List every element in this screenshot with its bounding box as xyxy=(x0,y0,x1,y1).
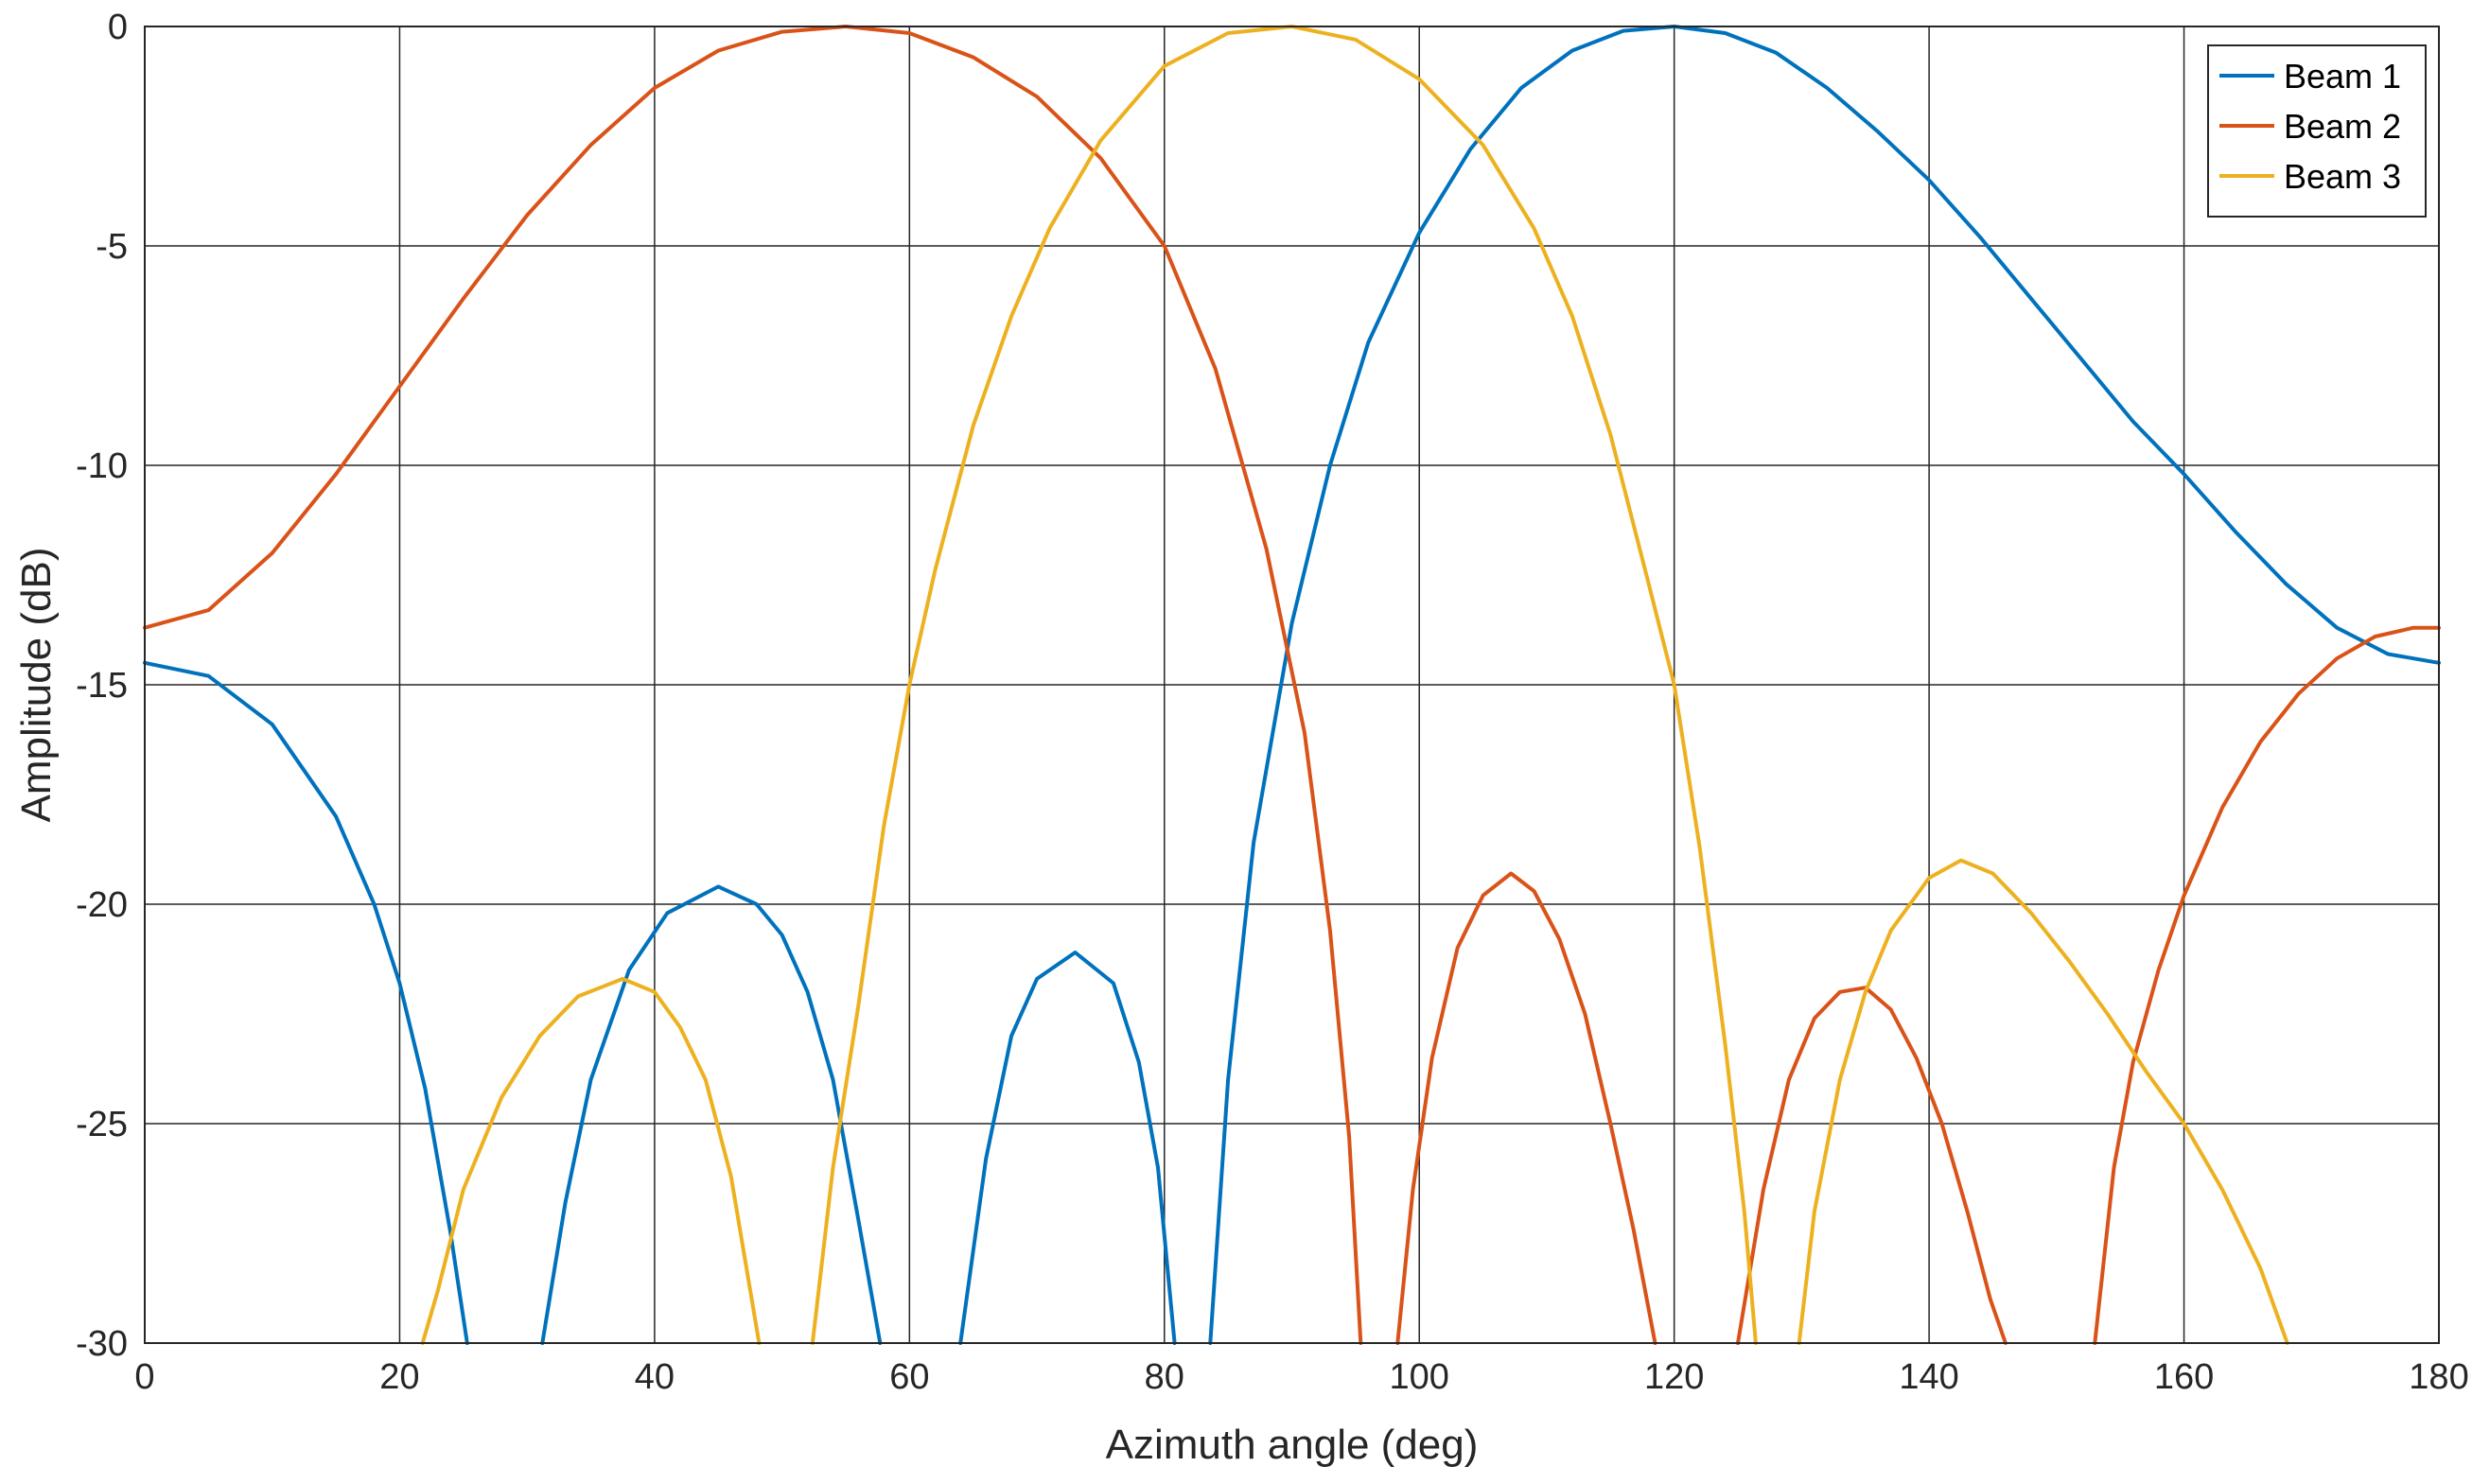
y-tick-label: -15 xyxy=(76,666,128,706)
x-tick-label: 160 xyxy=(2154,1357,2214,1397)
x-tick-labels: 0 20 40 60 80 100 120 140 160 180 xyxy=(134,1357,2468,1397)
x-tick-label: 180 xyxy=(2409,1357,2468,1397)
y-tick-labels: -30 -25 -20 -15 -10 -5 0 xyxy=(76,8,128,1364)
x-tick-label: 40 xyxy=(635,1357,675,1397)
x-axis-label: Azimuth angle (deg) xyxy=(1106,1422,1479,1468)
x-tick-label: 60 xyxy=(889,1357,929,1397)
y-tick-label: -20 xyxy=(76,885,128,925)
x-tick-label: 120 xyxy=(1644,1357,1704,1397)
series-line-beam-1 xyxy=(143,25,2441,1345)
plot-frame xyxy=(144,26,2440,1344)
y-tick-label: -10 xyxy=(76,446,128,486)
y-tick-label: 0 xyxy=(108,8,128,47)
x-tick-label: 100 xyxy=(1390,1357,1449,1397)
x-tick-label: 80 xyxy=(1145,1357,1184,1397)
x-tick-label: 0 xyxy=(134,1357,154,1397)
legend-label-beam-1[interactable]: Beam 1 xyxy=(2284,57,2401,96)
legend-label-beam-3[interactable]: Beam 3 xyxy=(2284,157,2401,196)
y-tick-label: -30 xyxy=(76,1324,128,1364)
x-tick-label: 20 xyxy=(379,1357,419,1397)
legend[interactable]: Beam 1 Beam 2 Beam 3 xyxy=(2207,44,2427,218)
y-axis-label: Amplitude (dB) xyxy=(13,547,60,822)
y-tick-label: -5 xyxy=(96,227,128,267)
legend-label-beam-2[interactable]: Beam 2 xyxy=(2284,107,2401,146)
x-tick-label: 140 xyxy=(1899,1357,1958,1397)
y-tick-label: -25 xyxy=(76,1105,128,1144)
